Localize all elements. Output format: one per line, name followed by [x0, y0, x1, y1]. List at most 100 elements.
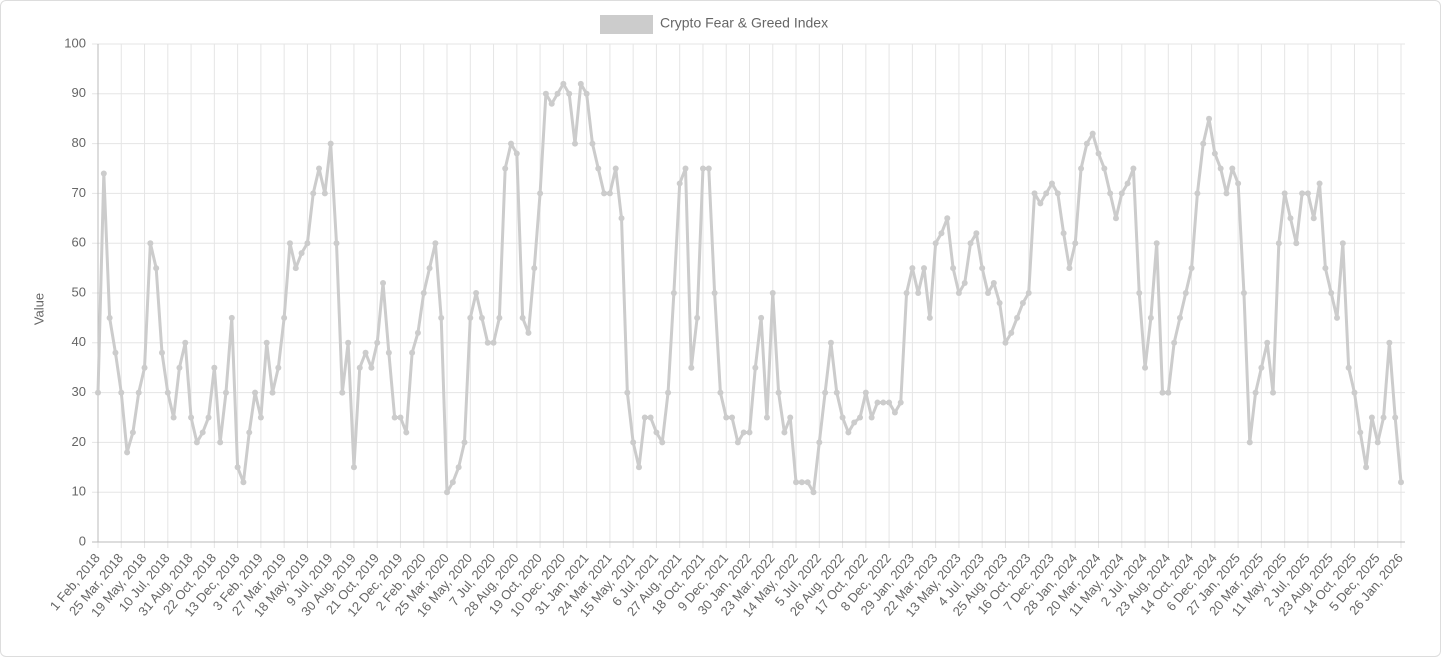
data-point — [1171, 339, 1178, 346]
data-point — [1264, 339, 1271, 346]
data-point — [362, 349, 369, 356]
data-point — [746, 429, 753, 436]
data-point — [694, 314, 701, 321]
data-point — [153, 265, 160, 272]
data-point — [1380, 414, 1387, 421]
data-point — [176, 364, 183, 371]
data-point — [188, 414, 195, 421]
data-point — [548, 100, 555, 107]
data-point — [1217, 165, 1224, 172]
data-point — [1031, 190, 1038, 197]
data-point — [135, 389, 142, 396]
data-point — [1200, 140, 1207, 147]
data-point — [234, 464, 241, 471]
data-point — [618, 215, 625, 222]
data-point — [1078, 165, 1085, 172]
data-point — [502, 165, 509, 172]
data-point — [100, 170, 107, 177]
data-point — [845, 429, 852, 436]
data-point — [1246, 439, 1253, 446]
data-point — [630, 439, 637, 446]
data-point — [1002, 339, 1009, 346]
data-point — [1235, 180, 1242, 187]
data-point — [758, 314, 765, 321]
data-point — [1316, 180, 1323, 187]
data-point — [589, 140, 596, 147]
data-point — [635, 464, 642, 471]
data-point — [345, 339, 352, 346]
data-point — [1101, 165, 1108, 172]
data-point — [1107, 190, 1114, 197]
data-point — [1339, 240, 1346, 247]
data-point — [688, 364, 695, 371]
data-point — [1176, 314, 1183, 321]
data-point — [670, 290, 677, 296]
data-point — [973, 230, 980, 237]
data-point — [827, 339, 834, 346]
data-point — [1293, 240, 1300, 247]
data-point — [1130, 165, 1137, 172]
data-point — [816, 439, 823, 446]
data-point — [542, 90, 549, 97]
data-point — [222, 389, 229, 396]
data-point — [1351, 389, 1358, 396]
data-point — [327, 140, 334, 147]
data-point — [1392, 414, 1399, 421]
data-point — [409, 349, 416, 356]
data-point — [508, 140, 515, 147]
data-point — [269, 389, 276, 396]
data-point — [316, 165, 323, 172]
data-point — [1019, 299, 1026, 306]
data-point — [339, 389, 346, 396]
data-point — [1275, 240, 1282, 247]
y-tick-label: 80 — [72, 135, 86, 150]
data-point — [1037, 200, 1044, 207]
data-point — [263, 339, 270, 346]
data-point — [525, 329, 532, 336]
data-point — [909, 265, 916, 272]
data-point — [822, 389, 829, 396]
data-point — [787, 414, 794, 421]
data-point — [891, 409, 898, 416]
data-point — [1322, 265, 1329, 272]
data-point — [1374, 439, 1381, 446]
data-point — [414, 329, 421, 336]
data-point — [380, 280, 387, 287]
y-axis-title: Value — [31, 293, 46, 325]
data-point — [1252, 389, 1259, 396]
data-point — [886, 399, 893, 406]
data-point — [321, 190, 328, 197]
data-point — [659, 439, 666, 446]
data-point — [665, 389, 672, 396]
data-point — [1048, 180, 1055, 187]
data-point — [1008, 329, 1015, 336]
data-point — [595, 165, 602, 172]
data-point — [199, 429, 206, 436]
data-point — [571, 140, 578, 147]
data-point — [857, 414, 864, 421]
data-point — [566, 90, 573, 97]
data-point — [170, 414, 177, 421]
data-point — [1066, 265, 1073, 272]
data-point — [147, 240, 154, 247]
data-point — [560, 80, 567, 87]
data-point — [938, 230, 945, 237]
data-point — [240, 479, 247, 486]
y-tick-label: 50 — [72, 284, 86, 299]
data-point — [95, 389, 101, 396]
data-point — [1270, 389, 1277, 396]
legend-label: Crypto Fear & Greed Index — [660, 15, 828, 31]
data-point — [281, 314, 288, 321]
data-point — [851, 419, 858, 426]
data-point — [647, 414, 654, 421]
data-point — [426, 265, 433, 272]
data-point — [921, 265, 928, 272]
data-point — [1211, 150, 1218, 157]
y-tick-label: 100 — [64, 35, 86, 50]
data-point — [1188, 265, 1195, 272]
data-point — [420, 290, 427, 296]
data-point — [310, 190, 317, 197]
data-point — [1014, 314, 1021, 321]
data-point — [705, 165, 712, 172]
data-point — [1310, 215, 1317, 222]
